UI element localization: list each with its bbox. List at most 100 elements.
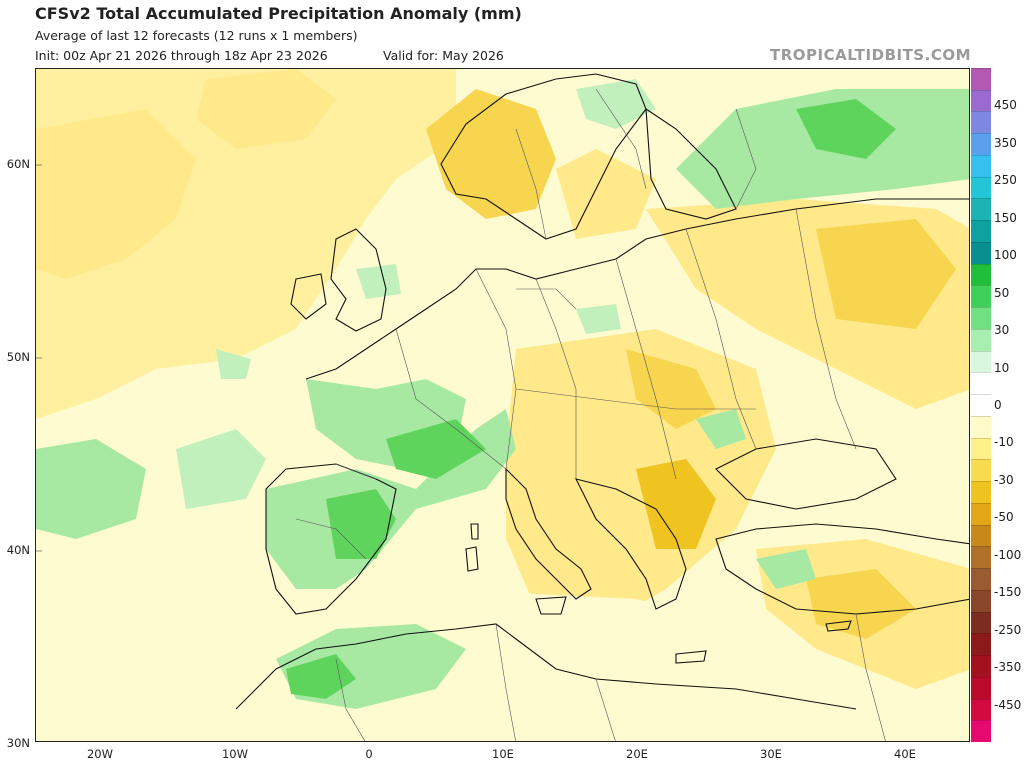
legend-label: -100 [994,547,1022,562]
crete-coast [675,650,707,664]
lon-label-10e: 10E [492,747,514,761]
legend-swatch [971,89,991,112]
scandinavia-coast [440,73,647,240]
lat-label-60n: 60N [6,157,30,171]
legend-label: -350 [994,660,1022,675]
legend-swatch [971,676,991,699]
balkan-dry-core [636,459,716,549]
legend-swatch [971,546,991,569]
britain-wet-patch [356,264,401,299]
map-canvas [36,69,969,741]
border-norway-sweden [515,128,547,240]
anatolia-dry-core [806,569,916,639]
legend-label: -450 [994,697,1022,712]
north-africa-coast [235,623,857,710]
scandinavia-dry-area [426,89,556,219]
border-portugal [295,518,367,560]
cyprus-coast [825,620,852,632]
border-belarus [685,228,757,450]
legend-label: -10 [994,435,1014,450]
legend-swatch [971,263,991,286]
legend-swatch [971,611,991,634]
legend-swatch [971,133,991,156]
legend-swatch [971,328,991,352]
legend-swatch [971,241,991,265]
lat-label-30n: 30N [6,736,30,750]
lat-label-40n: 40N [6,543,30,557]
border-libya [595,678,616,741]
ireland-coast [290,273,327,320]
lon-label-40e: 40E [894,747,916,761]
legend-swatch [971,198,991,221]
legend-label: -250 [994,622,1022,637]
sardinia-coast [465,546,479,572]
legend-swatch [971,698,991,721]
legend-label: 250 [994,173,1017,188]
sicily-coast [535,596,567,615]
atlantic-wet-patch-3 [216,349,251,379]
lon-label-10w: 10W [221,747,249,761]
legend-swatch [971,589,991,613]
atlantic-wet-patch-1 [36,439,146,539]
lon-label-20w: 20W [86,747,114,761]
turkey-coast [715,523,969,615]
legend-swatch [971,415,991,439]
legend-label: 0 [994,398,1002,412]
init-time: Init: 00z Apr 21 2026 through 18z Apr 23… [35,48,328,63]
legend-swatch [971,285,991,308]
border-ukraine-russia [795,208,857,450]
legend-label: -30 [994,472,1014,487]
legend-label: 30 [994,323,1010,338]
legend-swatch [971,720,991,743]
black-sea-coast [715,438,897,510]
atlantic-dry-core [36,109,196,279]
romania-wet-patch [696,409,746,449]
border-morocco-algeria [335,658,366,741]
color-legend: 450 350 250 150 100 50 30 10 0 -10 -30 -50 -100 -150-… [971,68,1024,743]
map-subtitle: Average of last 12 forecasts (12 runs x … [35,28,358,43]
france-wet-core [386,419,486,479]
border-poland-east [615,258,677,480]
lat-label-50n: 50N [6,350,30,364]
lon-label-20e: 20E [626,747,648,761]
corsica-coast [470,523,479,540]
legend-swatch [971,307,991,330]
coastlines [235,73,969,710]
border-finland-russia [735,108,757,210]
russia-dry-core [816,219,956,329]
legend-swatch [971,220,991,243]
lapland-wet-patch [576,79,656,129]
lon-label-30e: 30E [760,747,782,761]
border-germany-west [475,268,517,470]
border-sweden-finland [595,88,647,190]
legend-swatch [971,394,991,417]
baltic-dry-area [556,149,656,239]
mediterranean-neutral [416,589,796,741]
border-pyrenees [335,463,377,480]
legend-swatch [971,633,991,656]
precipitation-map [35,68,970,742]
legend-swatch [971,655,991,678]
poland-wet-patch [576,304,621,334]
north-africa-wet-core [286,654,356,699]
finland-wet-core [796,99,896,159]
legend-label: -50 [994,510,1014,525]
iberia-wet-core [326,489,396,559]
legend-label: 100 [994,248,1017,263]
legend-swatch [971,524,991,547]
legend-swatch [971,350,991,373]
country-borders [295,88,886,741]
legend-swatch [971,459,991,482]
lon-label-0: 0 [365,747,373,761]
valid-time: Valid for: May 2026 [383,48,504,63]
border-denmark [516,288,577,310]
border-france-east [395,328,507,470]
map-title: CFSv2 Total Accumulated Precipitation An… [35,4,522,23]
italy-coast [505,467,592,600]
balkan-coast [574,478,687,610]
graticule [36,164,42,552]
atlantic-dry-core-north [196,69,336,149]
legend-swatch [971,502,991,526]
legend-swatch [971,372,991,395]
legend-label: 10 [994,360,1010,375]
